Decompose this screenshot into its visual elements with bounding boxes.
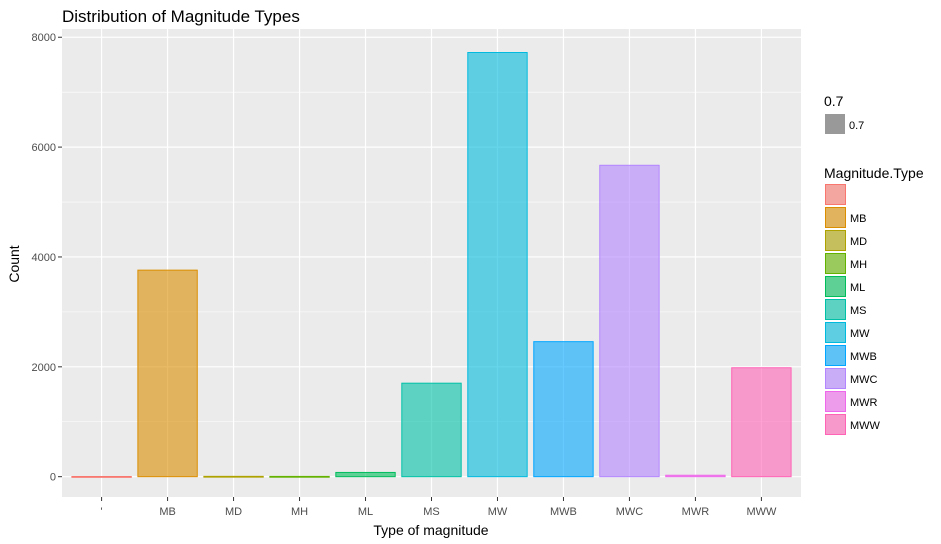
bar-blank [71,476,132,478]
y-tick-label: 8000 [32,32,56,44]
legend: 0.7 0.7 Magnitude.Type MB MD MH ML MS MW MWB MWC MW… [824,93,924,435]
legend-key [825,322,846,343]
x-axis: ' MB MD MH ML MS MW MWB MWC MWR MWW [101,497,777,518]
x-tick-label: MWW [746,506,777,518]
bar-mwb [533,341,594,478]
bar-mwc [599,164,660,478]
legend-label: MW [850,328,870,340]
x-tick-label: MWB [550,506,577,518]
x-axis-title: Type of magnitude [373,522,488,538]
x-tick-label: MD [225,506,242,518]
legend-key [825,391,846,412]
bars [71,52,792,478]
legend-label: MWR [850,397,878,409]
legend-label: MWW [850,420,881,432]
legend-label: MS [850,305,867,317]
legend-label: MB [850,213,867,225]
x-tick-label: MS [423,506,440,518]
bar-mwr [665,474,726,478]
x-tick-label: MH [291,506,308,518]
legend-key [825,345,846,366]
legend-title: Magnitude.Type [824,165,924,181]
y-tick-label: 0 [50,472,56,484]
y-axis: 0 2000 4000 6000 8000 [32,32,62,484]
bar-mww [731,367,792,478]
y-axis-title: Count [6,245,22,282]
bar-ms [401,382,462,478]
bar-mh [269,475,330,478]
legend-key [825,299,846,320]
y-tick-label: 4000 [32,252,56,264]
y-tick-label: 2000 [32,362,56,374]
legend-key [825,276,846,297]
legend-label: MWB [850,351,877,363]
x-tick-label: ' [101,506,103,518]
legend-label: MWC [850,374,878,386]
legend-label: ML [850,282,865,294]
x-tick-label: MB [159,506,176,518]
legend-label: MD [850,236,867,248]
legend-key [825,414,846,435]
chart-title: Distribution of Magnitude Types [62,7,300,26]
legend-key [825,207,846,228]
legend-key [825,230,846,251]
legend-key [825,184,846,205]
legend-key [825,114,845,134]
legend-title: 0.7 [824,93,844,109]
x-tick-label: MWR [682,506,710,518]
x-tick-label: MWC [616,506,644,518]
legend-label: MH [850,259,867,271]
legend-label: 0.7 [849,120,864,132]
bar-md [203,475,264,478]
bar-ml [335,471,396,478]
legend-key [825,368,846,389]
y-tick-label: 6000 [32,142,56,154]
x-tick-label: ML [358,506,373,518]
bar-mw [467,52,528,478]
bar-mb [137,269,198,478]
x-tick-label: MW [488,506,508,518]
legend-key [825,253,846,274]
